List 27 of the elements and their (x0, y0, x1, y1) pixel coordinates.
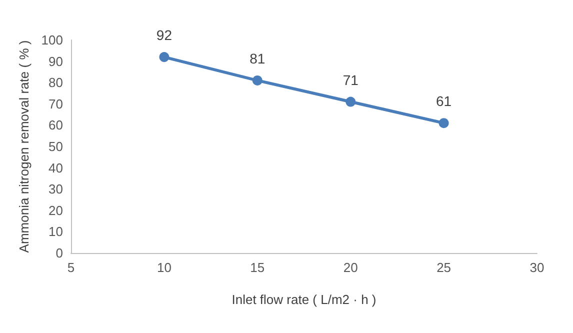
x-tick-label: 5 (67, 260, 75, 275)
y-tick-label: 10 (48, 224, 63, 240)
y-tick-label: 40 (48, 160, 63, 176)
y-tick-label: 60 (48, 118, 63, 133)
y-axis-title: Ammonia nitrogen removal rate ( % ) (16, 40, 32, 253)
y-tick-label: 0 (56, 246, 63, 260)
y-tick-label: 50 (48, 139, 63, 154)
x-tick-label: 15 (250, 260, 265, 275)
y-tick-label: 70 (48, 96, 63, 112)
data-label: 61 (436, 93, 452, 110)
data-label: 92 (156, 27, 172, 44)
y-tick-label: 90 (48, 54, 63, 69)
data-label: 71 (342, 72, 359, 88)
y-tick-label: 30 (48, 182, 63, 197)
x-tick-label: 10 (156, 260, 172, 275)
point (252, 75, 262, 86)
data-label: 81 (250, 50, 266, 66)
x-tick-label: 30 (530, 260, 544, 275)
point (159, 52, 170, 62)
x-axis-title: Inlet flow rate ( L/m2 · h ) (232, 292, 376, 307)
point (346, 96, 356, 107)
y-tick-label: 80 (48, 75, 63, 90)
x-tick-label: 20 (343, 260, 358, 275)
y-tick-label: 100 (41, 32, 63, 48)
point (438, 118, 449, 128)
x-tick-label: 25 (436, 260, 452, 275)
y-tick-label: 20 (48, 202, 63, 218)
